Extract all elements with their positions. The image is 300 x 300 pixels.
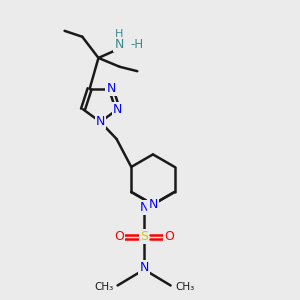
Text: O: O [164, 230, 174, 243]
Text: CH₃: CH₃ [94, 282, 113, 292]
Text: S: S [140, 230, 148, 243]
Text: N: N [113, 103, 122, 116]
Text: N: N [114, 38, 124, 51]
Text: N: N [96, 116, 105, 128]
Text: N: N [140, 261, 149, 274]
Text: N: N [140, 201, 149, 214]
Text: -H: -H [130, 38, 143, 51]
Text: CH₃: CH₃ [175, 282, 194, 292]
Text: O: O [114, 230, 124, 243]
Text: H: H [115, 28, 123, 38]
Text: N: N [106, 82, 116, 95]
Text: N: N [148, 198, 158, 211]
